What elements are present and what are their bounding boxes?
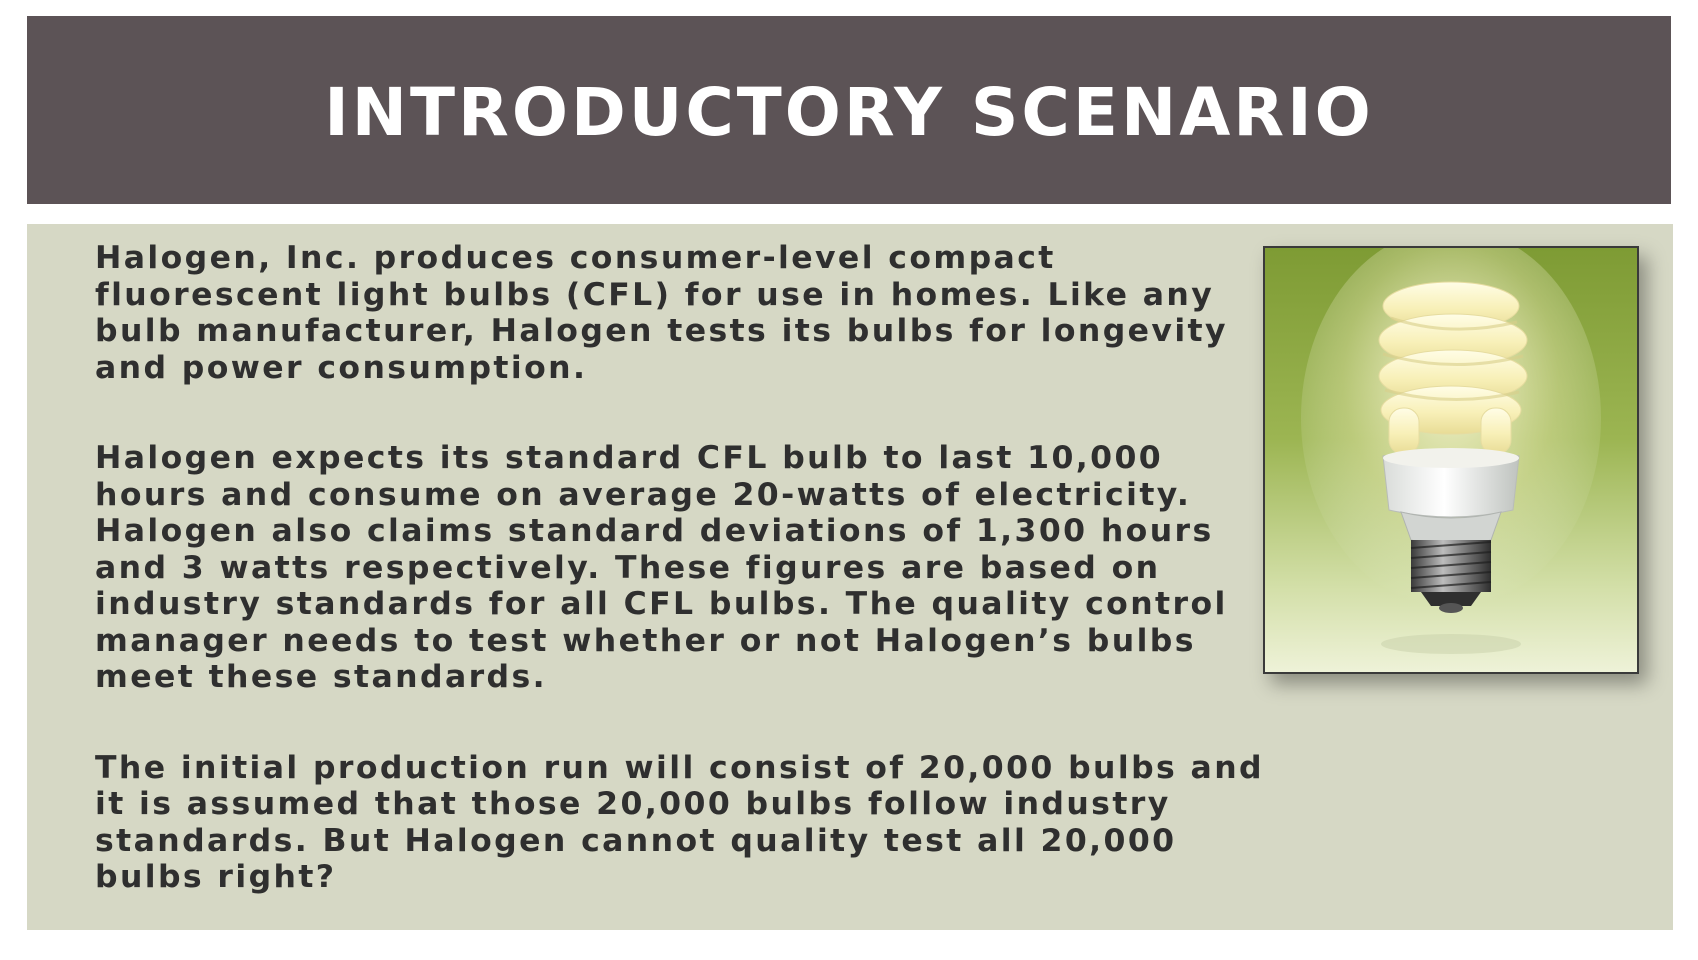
- emphasis-all-cfl-bulbs: all CFL bulbs: [560, 586, 818, 622]
- spiral-shading: [1382, 316, 1524, 401]
- text-line: standards. But Halogen cannot quality te…: [95, 822, 1177, 859]
- text-line: hours and consume on average 20-watts of…: [95, 476, 1192, 513]
- text-line: and 3 watts respectively. These figures …: [95, 549, 1161, 586]
- text-line: bulb manufacturer, Halogen tests its bul…: [95, 313, 1228, 349]
- text-segment: . The quality control: [817, 586, 1228, 622]
- spiral-tube: [1378, 281, 1528, 455]
- text-line: manager needs to test whether or not Hal…: [95, 622, 1196, 659]
- text-line: it is assumed that those 20,000 bulbs fo…: [95, 786, 1171, 822]
- slide-title: INTRODUCTORY SCENARIO: [324, 73, 1374, 151]
- text-line: Halogen also claims standard deviations …: [95, 513, 1214, 549]
- title-bar: INTRODUCTORY SCENARIO: [27, 16, 1671, 204]
- screw-base: [1410, 540, 1492, 613]
- text-line: meet these standards.: [95, 659, 547, 695]
- paragraph-production-run: The initial production run will consist …: [95, 750, 1275, 896]
- body-text: Halogen, Inc. produces consumer-level co…: [95, 240, 1275, 896]
- paragraph-standards: Halogen expects its standard CFL bulb to…: [95, 440, 1275, 696]
- text-line: Halogen expects its standard CFL bulb to…: [95, 440, 1164, 476]
- bulb-shadow: [1381, 634, 1521, 654]
- paragraph-intro: Halogen, Inc. produces consumer-level co…: [95, 240, 1275, 386]
- text-line: fluorescent light bulbs (CFL) for use in…: [95, 276, 1215, 313]
- content-panel: Halogen, Inc. produces consumer-level co…: [27, 224, 1673, 930]
- ballast-rim: [1383, 448, 1519, 468]
- text-line: bulbs right?: [95, 859, 337, 895]
- text-line: industry standards for all CFL bulbs. Th…: [95, 586, 1275, 623]
- text-line: and power consumption.: [95, 349, 588, 386]
- cfl-bulb-illustration: [1301, 248, 1601, 654]
- text-line: Halogen, Inc. produces consumer-level co…: [95, 240, 1056, 276]
- text-line: The initial production run will consist …: [95, 749, 1264, 786]
- cfl-bulb-photo: [1263, 246, 1639, 674]
- text-segment: industry standards for: [95, 586, 561, 622]
